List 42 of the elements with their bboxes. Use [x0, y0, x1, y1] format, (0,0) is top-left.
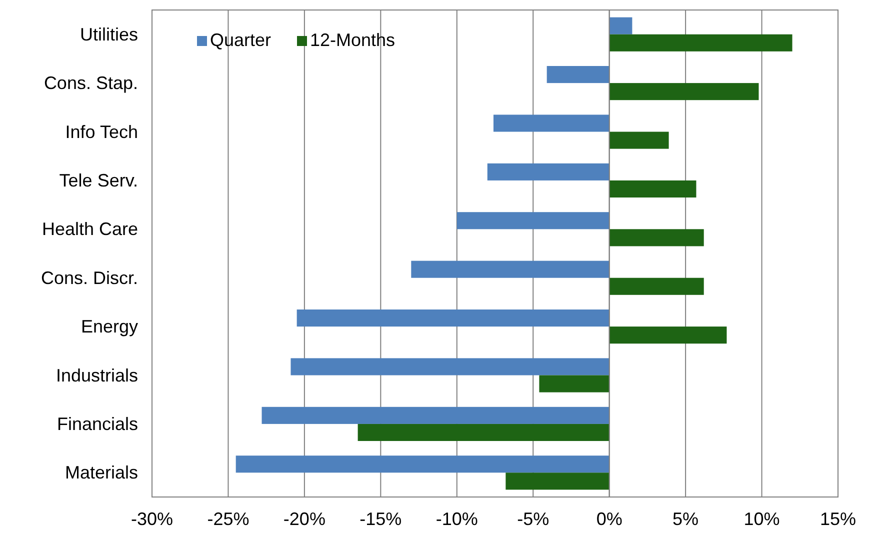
bar — [609, 34, 792, 52]
y-tick-label: Cons. Discr. — [40, 268, 138, 288]
bar — [456, 212, 610, 230]
bar — [236, 456, 610, 473]
bar — [609, 180, 696, 198]
y-tick-label: Industrials — [56, 365, 138, 386]
bar — [546, 66, 610, 84]
bar — [493, 114, 610, 132]
y-tick-label: Tele Serv. — [59, 170, 138, 190]
x-tick-label: -15% — [360, 509, 402, 529]
x-tick-label: -5% — [517, 509, 550, 529]
bar — [609, 278, 704, 295]
bar — [609, 229, 704, 246]
x-tick-label: 0% — [596, 509, 622, 529]
bar — [487, 163, 610, 180]
y-tick-label: Utilities — [80, 24, 138, 44]
x-tick-label: 5% — [672, 509, 699, 529]
x-tick-label: -10% — [436, 509, 478, 529]
bar — [609, 83, 759, 100]
y-tick-label: Financials — [56, 414, 138, 434]
bar — [609, 17, 632, 34]
legend-label: Quarter — [210, 30, 272, 50]
bar — [358, 424, 610, 441]
bar — [609, 326, 727, 344]
y-tick-label: Info Tech — [65, 122, 138, 142]
x-tick-label: -20% — [283, 509, 326, 529]
x-tick-label: -25% — [207, 509, 250, 529]
legend-label: 12-Months — [310, 30, 396, 50]
x-tick-label: 15% — [820, 509, 856, 529]
x-tick-label: 10% — [744, 509, 780, 529]
bar — [411, 260, 610, 278]
y-tick-label: Cons. Stap. — [44, 73, 138, 94]
y-tick-label: Health Care — [42, 219, 138, 240]
x-tick-label: -30% — [130, 509, 174, 529]
bar — [262, 406, 610, 424]
bar — [296, 310, 610, 327]
bar — [506, 472, 610, 490]
bar — [609, 132, 669, 149]
bar — [539, 375, 610, 392]
y-tick-label: Energy — [80, 316, 138, 337]
bar — [290, 358, 610, 376]
y-tick-label: Materials — [64, 462, 138, 483]
